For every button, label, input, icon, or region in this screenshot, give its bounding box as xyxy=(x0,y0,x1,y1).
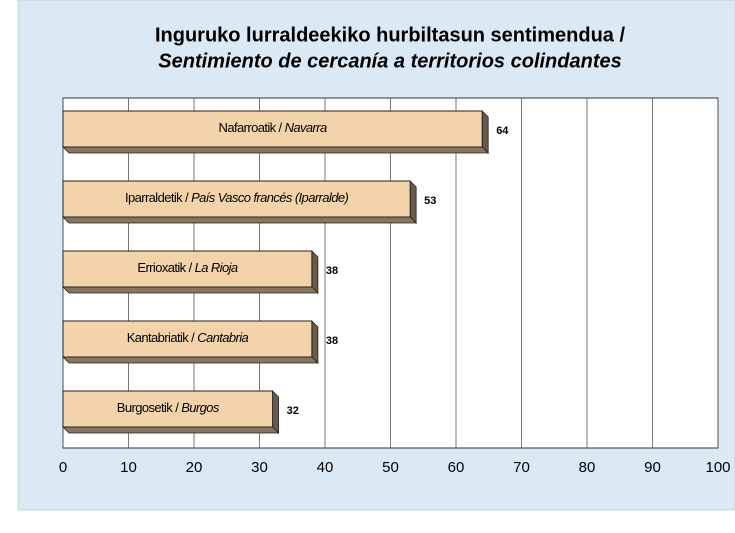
bar xyxy=(62,250,313,288)
bar-bottom xyxy=(62,356,319,364)
chart-subtitle: Sentimiento de cercanía a territorios co… xyxy=(158,50,621,72)
bar-bottom xyxy=(62,146,490,154)
x-tick-label: 80 xyxy=(579,459,596,476)
bar xyxy=(62,320,313,358)
x-tick-label: 60 xyxy=(448,459,465,476)
x-tick-label: 100 xyxy=(705,459,730,476)
bar xyxy=(62,390,274,428)
chart-title: Inguruko lurraldeekiko hurbiltasun senti… xyxy=(155,24,626,46)
bar-side xyxy=(481,110,489,154)
x-tick-label: 70 xyxy=(513,459,530,476)
category-label: Kantabriatik / Cantabria xyxy=(127,330,249,345)
bar xyxy=(62,110,483,148)
data-label: 32 xyxy=(287,405,299,417)
x-tick-label: 90 xyxy=(644,459,661,476)
bar-side xyxy=(409,180,417,224)
x-tick-label: 40 xyxy=(317,459,334,476)
x-tick-label: 20 xyxy=(186,459,203,476)
data-label: 38 xyxy=(326,335,338,347)
category-label-eu: Iparraldetik / xyxy=(125,190,189,205)
bar-side xyxy=(311,320,319,364)
category-label: Iparraldetik / País Vasco francés (Iparr… xyxy=(125,190,349,205)
category-label-es: Navarra xyxy=(282,120,327,135)
category-label: Burgosetik / Burgos xyxy=(117,400,220,415)
category-label: Nafarroatik / Navarra xyxy=(219,120,327,135)
category-label-eu: Errioxatik / xyxy=(137,260,192,275)
category-label-es: País Vasco francés (Iparralde) xyxy=(188,190,348,205)
bar-bottom xyxy=(62,216,418,224)
bar-side xyxy=(311,250,319,294)
x-tick-label: 10 xyxy=(120,459,137,476)
data-label: 53 xyxy=(424,195,436,207)
category-label: Errioxatik / La Rioja xyxy=(137,260,237,275)
category-label-es: Burgos xyxy=(178,400,220,415)
category-label-eu: Nafarroatik / xyxy=(219,120,283,135)
bar-bottom xyxy=(62,286,319,294)
x-tick-label: 0 xyxy=(59,459,67,476)
bar xyxy=(62,180,411,218)
data-label: 64 xyxy=(496,125,509,137)
bar-side xyxy=(272,390,280,434)
category-label-eu: Kantabriatik / xyxy=(127,330,195,345)
x-tick-label: 50 xyxy=(382,459,399,476)
bar-bottom xyxy=(62,426,280,434)
category-label-es: Cantabria xyxy=(194,330,248,345)
x-tick-label: 30 xyxy=(251,459,268,476)
category-label-es: La Rioja xyxy=(192,260,238,275)
category-label-eu: Burgosetik / xyxy=(117,400,179,415)
data-label: 38 xyxy=(326,265,338,277)
